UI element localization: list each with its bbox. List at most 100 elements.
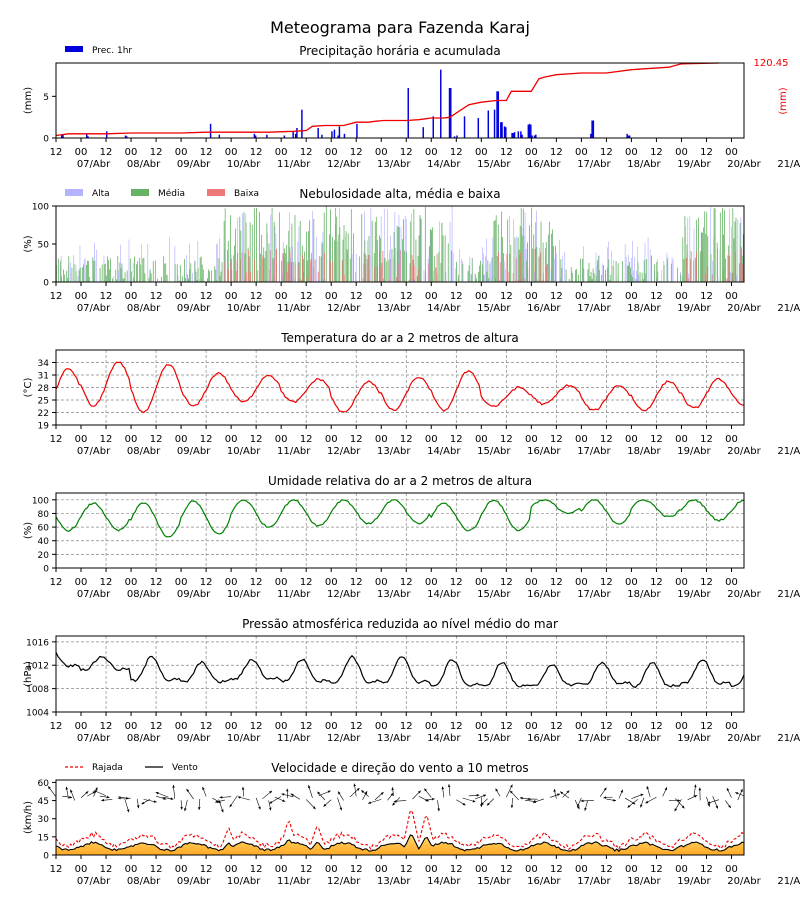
wind-arrow-head	[338, 791, 341, 795]
panel-4: 0 20 40 60 80 100 12 00 12 00 12 00 12 00 12 00 12 00 12 00…	[23, 474, 800, 600]
x-tick-label: 00	[175, 147, 188, 158]
wind-arrow-head	[632, 801, 636, 805]
wind-arrow-head	[566, 790, 570, 794]
x-tick-label: 00	[425, 291, 438, 302]
precip-accumulated-line	[55, 62, 720, 137]
wind-arrow-head	[437, 808, 440, 812]
x-tick-label: 00	[725, 147, 738, 158]
x-tick-label: 00	[275, 721, 288, 732]
x-day-label: 09/Abr	[177, 159, 211, 170]
x-tick-label: 12	[350, 291, 363, 302]
y-tick-label: 5	[43, 93, 49, 103]
wind-arrow-head	[392, 802, 396, 806]
wind-arrow-head	[70, 789, 73, 793]
wind-arrow-head	[241, 786, 245, 790]
x-day-label: 10/Abr	[227, 589, 261, 600]
wind-arrow-head	[215, 800, 219, 803]
wind-arrow-head	[418, 790, 421, 794]
wind-arrow-head	[698, 787, 702, 791]
x-day-label: 21/Abr	[777, 303, 800, 314]
x-day-label: 08/Abr	[127, 303, 161, 314]
x-tick-label: 00	[325, 864, 338, 875]
precip-bar	[331, 131, 333, 138]
wind-arrow-head	[353, 783, 356, 787]
y-tick-label: 40	[38, 537, 50, 547]
x-day-label: 18/Abr	[627, 589, 661, 600]
panel-title: Nebulosidade alta, média e baixa	[299, 187, 500, 201]
pressure-line	[55, 651, 745, 688]
humidity-line	[55, 499, 745, 538]
x-tick-label: 12	[700, 721, 713, 732]
precip-bar	[87, 136, 89, 138]
x-tick-label: 00	[225, 721, 238, 732]
wind-arrow-head	[393, 800, 397, 803]
y-tick-label: 100	[32, 203, 49, 213]
x-tick-label: 00	[475, 147, 488, 158]
wind-arrow-head	[694, 784, 697, 788]
x-tick-label: 00	[375, 434, 388, 445]
x-tick-label: 00	[375, 147, 388, 158]
wind-arrow-head	[726, 788, 730, 791]
x-day-label: 08/Abr	[127, 876, 161, 887]
wind-arrow-head	[356, 788, 360, 791]
wind-arrow-head	[603, 787, 607, 791]
x-day-label: 14/Abr	[427, 446, 461, 457]
x-tick-label: 12	[500, 147, 513, 158]
y-tick-label: 0	[43, 279, 49, 289]
x-day-label: 11/Abr	[277, 589, 311, 600]
precip-bar	[463, 116, 466, 138]
x-tick-label: 12	[500, 577, 513, 588]
y-tick-label: 20	[38, 551, 50, 561]
wind-arrow-head	[184, 808, 187, 812]
x-tick-label: 00	[175, 864, 188, 875]
x-tick-label: 12	[700, 147, 713, 158]
x-day-label: 18/Abr	[627, 446, 661, 457]
panel-title: Pressão atmosférica reduzida ao nível mé…	[242, 617, 558, 631]
precip-bar	[496, 91, 498, 138]
wind-arrow-head	[202, 786, 205, 790]
wind-arrow-head	[237, 796, 241, 799]
x-day-label: 18/Abr	[627, 876, 661, 887]
y-tick-label: 0	[43, 852, 49, 862]
x-tick-label: 12	[50, 864, 63, 875]
precip-bar	[477, 118, 480, 138]
wind-arrow-head	[577, 806, 580, 810]
wind-arrow-head	[69, 795, 73, 799]
x-tick-label: 00	[525, 577, 538, 588]
wind-arrow-head	[95, 787, 98, 791]
x-day-label: 17/Abr	[577, 159, 611, 170]
precip-bar	[500, 122, 502, 138]
precip-bar	[106, 131, 108, 138]
precip-total-label: 120.45	[754, 58, 789, 69]
precip-bar	[531, 135, 533, 138]
precip-bar	[422, 127, 424, 138]
x-tick-label: 12	[200, 434, 213, 445]
x-tick-label: 00	[525, 147, 538, 158]
x-tick-label: 00	[725, 434, 738, 445]
x-tick-label: 00	[375, 864, 388, 875]
wind-arrow-head	[495, 788, 498, 792]
x-day-label: 15/Abr	[477, 589, 511, 600]
x-day-label: 09/Abr	[177, 876, 211, 887]
x-tick-label: 12	[150, 577, 163, 588]
x-tick-label: 00	[675, 721, 688, 732]
x-day-label: 18/Abr	[627, 159, 661, 170]
x-day-label: 14/Abr	[427, 876, 461, 887]
plot-frame	[55, 492, 745, 569]
x-day-label: 17/Abr	[577, 446, 611, 457]
x-tick-label: 00	[125, 577, 138, 588]
x-tick-label: 12	[300, 864, 313, 875]
y-tick-label: 1016	[26, 638, 49, 648]
x-day-label: 21/Abr	[777, 733, 800, 744]
x-tick-label: 12	[450, 721, 463, 732]
x-tick-label: 12	[700, 864, 713, 875]
wind-arrow-head	[740, 789, 743, 792]
legend-swatch	[131, 189, 149, 196]
wind-arrow-head	[197, 807, 201, 810]
precip-bar	[294, 133, 297, 138]
x-tick-label: 00	[275, 577, 288, 588]
x-tick-label: 12	[100, 864, 113, 875]
x-tick-label: 00	[725, 721, 738, 732]
x-tick-label: 12	[600, 864, 613, 875]
